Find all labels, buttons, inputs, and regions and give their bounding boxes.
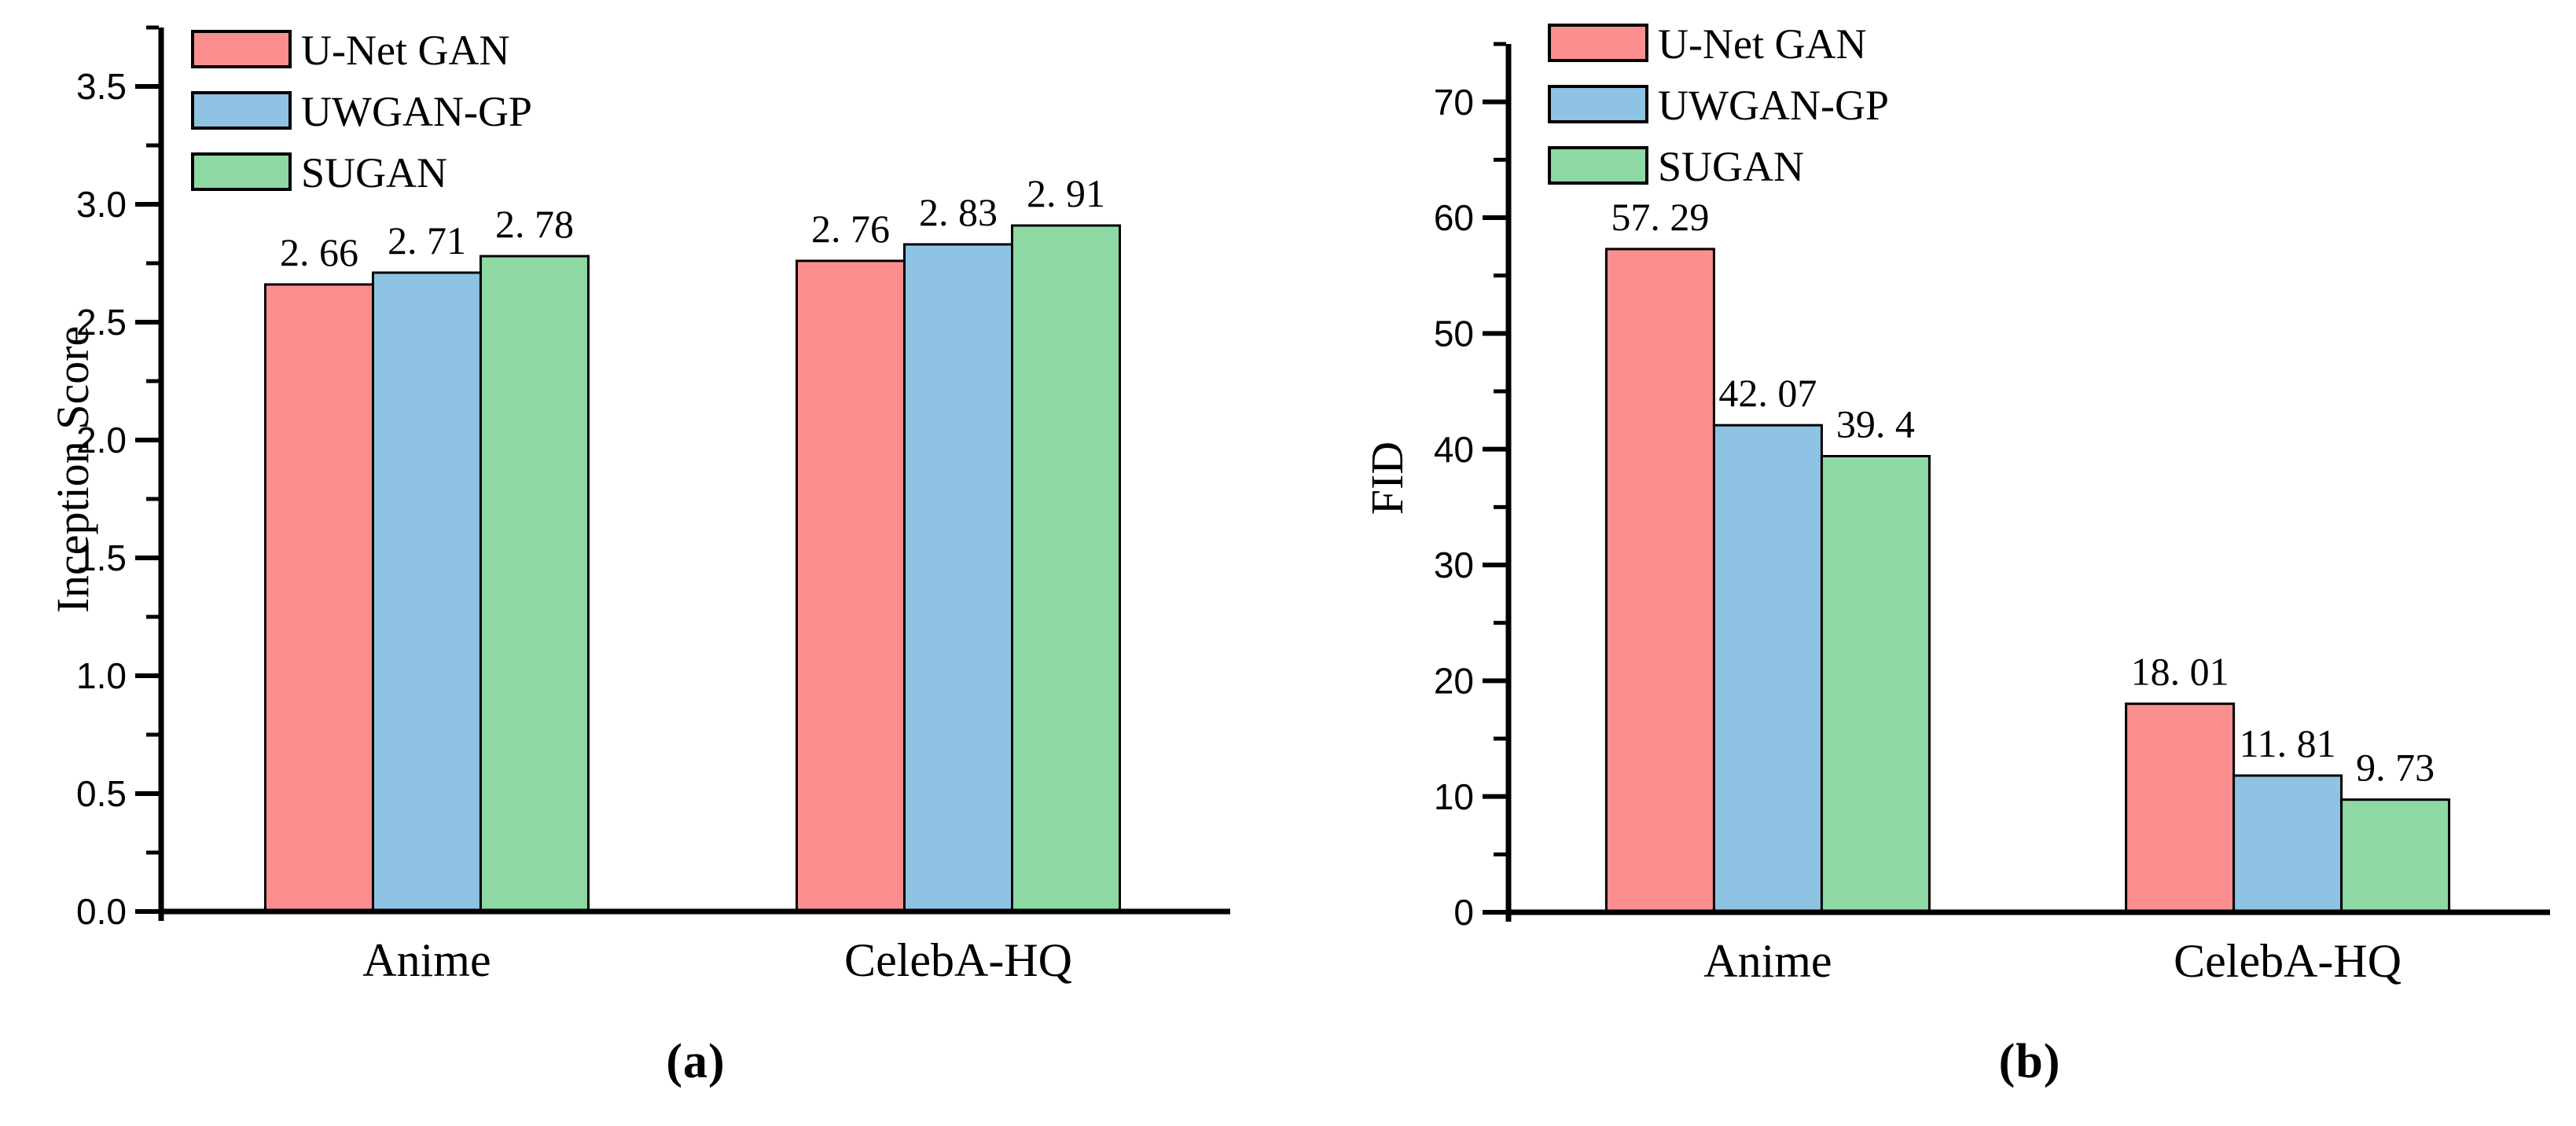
y-tick-label: 40: [1434, 429, 1474, 470]
legend-swatch-U-Net GAN: [1548, 24, 1648, 62]
bar-value-label: 2. 91: [1027, 171, 1105, 215]
category-label: CelebA-HQ: [844, 934, 1072, 986]
bar-Anime-SUGAN: [1820, 455, 1931, 914]
panel-b: 57. 29 42. 07 39. 4 Anime 18. 01 11. 81 9. 73 C…: [1288, 0, 2576, 1126]
category-label: Anime: [1703, 935, 1832, 987]
legend-label: UWGAN-GP: [301, 88, 532, 135]
y-axis-title: FID: [1361, 442, 1413, 515]
legend-label: SUGAN: [301, 149, 447, 196]
y-tick-label: 3.5: [76, 66, 127, 107]
bar-value-label: 9. 73: [2356, 746, 2435, 790]
legend-swatch-UWGAN-GP: [191, 91, 292, 130]
bar-value-label: 2. 71: [388, 218, 466, 262]
bar-CelebA-HQ-SUGAN: [1011, 224, 1122, 913]
bar-value-label: 42. 07: [1718, 371, 1817, 415]
bar-CelebA-HQ-U-Net GAN: [2125, 702, 2236, 914]
legend-label: U-Net GAN: [1658, 20, 1866, 68]
legend-label: U-Net GAN: [301, 27, 509, 74]
y-tick-label: 1.5: [76, 537, 127, 578]
bar-Anime-SUGAN: [479, 255, 590, 913]
category-label: CelebA-HQ: [2174, 935, 2401, 987]
bar-value-label: 39. 4: [1836, 402, 1915, 446]
bar-value-label: 11. 81: [2240, 721, 2336, 765]
bar-Anime-U-Net GAN: [1604, 248, 1715, 914]
y-tick-label: 2.0: [76, 420, 127, 460]
bar-value-label: 2. 76: [811, 207, 890, 251]
category-label: Anime: [362, 934, 491, 986]
y-tick-label: 0.5: [76, 773, 127, 814]
y-tick-label: 30: [1434, 545, 1474, 585]
bar-value-label: 2. 83: [919, 190, 998, 234]
y-tick-label: 1.0: [76, 655, 127, 696]
legend-label: SUGAN: [1658, 143, 1804, 190]
legend-swatch-SUGAN: [191, 152, 292, 191]
y-tick-label: 2.5: [76, 302, 127, 343]
bar-Anime-UWGAN-GP: [1712, 424, 1823, 914]
y-tick-label: 10: [1434, 776, 1474, 817]
bar-value-label: 2. 66: [280, 230, 358, 274]
legend-label: UWGAN-GP: [1658, 82, 1889, 129]
inception-score-chart: 2. 66 2. 71 2. 78 Anime 2. 76 2. 83 2. 91 Celeb…: [47, 25, 1230, 986]
legend-swatch-SUGAN: [1548, 146, 1648, 185]
bar-CelebA-HQ-UWGAN-GP: [2232, 774, 2343, 914]
y-tick-label: 70: [1434, 82, 1474, 123]
caption-a: (a): [666, 1035, 726, 1088]
panel-a: 2. 66 2. 71 2. 78 Anime 2. 76 2. 83 2. 91 Celeb…: [47, 25, 1230, 1088]
bar-Anime-UWGAN-GP: [371, 271, 482, 913]
bar-value-label: 2. 78: [495, 202, 574, 246]
legend-swatch-UWGAN-GP: [1548, 85, 1648, 123]
y-tick-label: 0.0: [76, 891, 127, 932]
caption-b: (b): [1998, 1035, 2061, 1088]
bar-CelebA-HQ-UWGAN-GP: [903, 243, 1014, 913]
bar-Anime-U-Net GAN: [263, 283, 374, 913]
y-tick-label: 20: [1434, 660, 1474, 701]
legend-swatch-U-Net GAN: [191, 30, 292, 68]
y-tick-label: 3.0: [76, 184, 127, 225]
y-tick-label: 50: [1434, 313, 1474, 354]
bar-value-label: 57. 29: [1611, 195, 1709, 239]
y-tick-label: 60: [1434, 197, 1474, 238]
y-axis-title: Inception Score: [47, 326, 98, 614]
bar-value-label: 18. 01: [2131, 650, 2229, 694]
bar-CelebA-HQ-SUGAN: [2340, 798, 2451, 914]
y-tick-label: 0: [1453, 892, 1474, 933]
bar-CelebA-HQ-U-Net GAN: [796, 259, 906, 913]
